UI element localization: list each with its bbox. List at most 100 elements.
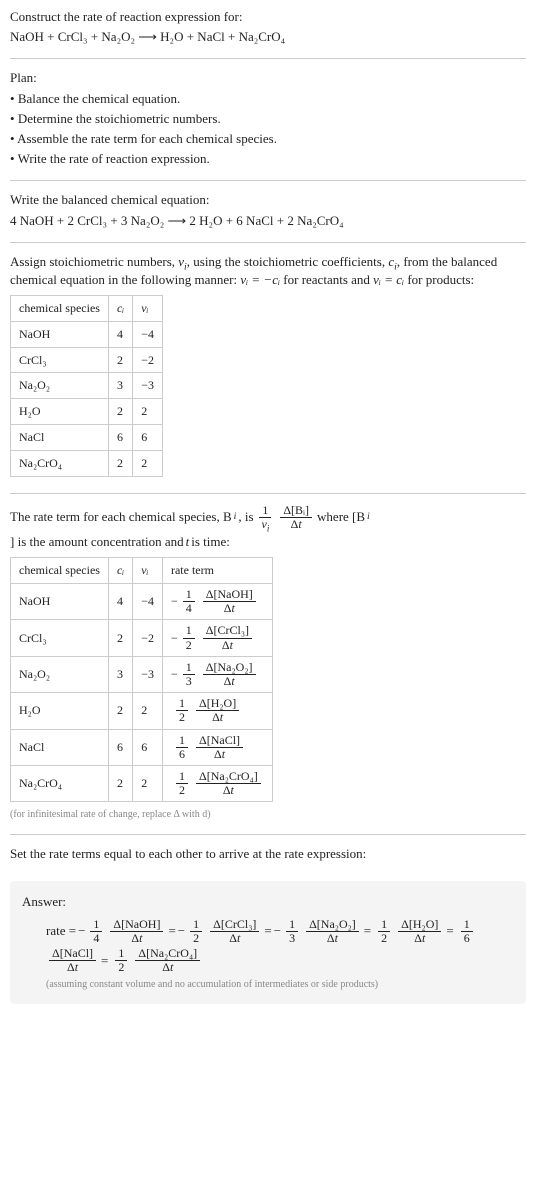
frac-num: 1 <box>190 918 202 932</box>
rate-cell: −14Δ[NaOH]Δt <box>162 584 272 620</box>
frac-den: Δt <box>211 748 228 761</box>
col-header: νᵢ <box>133 558 163 584</box>
plan-heading: Plan: <box>10 69 526 87</box>
frac-den: 2 <box>190 932 202 945</box>
delta-b-over-t: Δ[Bᵢ]Δt <box>280 504 312 531</box>
coef-frac: 12 <box>378 918 390 945</box>
answer-expression: rate = −14Δ[NaOH]Δt = −12Δ[CrCl₃]Δt = −1… <box>46 918 514 975</box>
final-heading: Set the rate terms equal to each other t… <box>10 845 526 863</box>
t-symbol: t <box>170 960 173 974</box>
t-symbol: t <box>298 517 301 531</box>
frac-num: 1 <box>115 947 127 961</box>
t-symbol: t <box>75 960 78 974</box>
species-cell: Na₂O₂ <box>11 373 109 399</box>
plan-item: • Determine the stoichiometric numbers. <box>10 110 526 128</box>
rateterm-text-part: The rate term for each chemical species,… <box>10 508 232 526</box>
nu-cell: −4 <box>133 584 163 620</box>
col-header-text: νᵢ <box>141 563 148 577</box>
delta-frac: Δ[NaOH]Δt <box>110 918 163 945</box>
rate-cell: −12Δ[CrCl₃]Δt <box>162 620 272 656</box>
t-symbol: t <box>230 638 233 652</box>
table-row: Na₂CrO₄22 <box>11 450 163 476</box>
species-cell: Na₂CrO₄ <box>11 765 109 801</box>
delta-frac: Δ[NaOH]Δt <box>203 588 256 615</box>
frac-num: 1 <box>176 734 188 748</box>
equals: = <box>264 918 271 944</box>
stoich-text-part: for products: <box>404 272 474 287</box>
delta-frac: Δ[Na₂CrO₄]Δt <box>135 947 200 974</box>
table-header-row: chemical species cᵢ νᵢ <box>11 296 163 322</box>
delta-frac: Δ[Na₂O₂]Δt <box>203 661 256 688</box>
table-row: NaCl66 <box>11 425 163 451</box>
stoich-text-part: , using the stoichiometric coefficients, <box>187 254 389 269</box>
species-cell: H₂O <box>11 399 109 425</box>
rateterm-table: chemical species cᵢ νᵢ rate term NaOH4−4… <box>10 557 273 802</box>
species-cell: Na₂O₂ <box>11 656 109 692</box>
nu-cell: 2 <box>133 765 163 801</box>
sub-i: i <box>267 523 270 533</box>
frac-den: 3 <box>183 675 195 688</box>
col-header: chemical species <box>11 558 109 584</box>
frac-den: 4 <box>90 932 102 945</box>
equals: = <box>101 948 108 974</box>
coef-frac: 12 <box>176 770 188 797</box>
c-cell: 3 <box>108 656 132 692</box>
answer-note: (assuming constant volume and no accumul… <box>46 978 514 992</box>
frac-den: 2 <box>115 961 127 974</box>
frac-den: 4 <box>183 602 195 615</box>
equals: = <box>446 918 453 944</box>
balanced-equation: 4 NaOH + 2 CrCl₃ + 3 Na₂O₂ ⟶ 2 H₂O + 6 N… <box>10 212 526 230</box>
infinitesimal-note: (for infinitesimal rate of change, repla… <box>10 808 526 822</box>
delta-frac: Δ[Na₂CrO₄]Δt <box>196 770 261 797</box>
t-symbol: t <box>231 601 234 615</box>
divider <box>10 242 526 243</box>
t-symbol: t <box>422 931 425 945</box>
stoich-text-part: Assign stoichiometric numbers, <box>10 254 178 269</box>
frac-den: Δt <box>209 711 226 724</box>
plan-item-text: Write the rate of reaction expression. <box>18 151 210 166</box>
nu-cell: 2 <box>133 693 163 729</box>
species-cell: NaCl <box>11 425 109 451</box>
frac-num: 1 <box>183 588 195 602</box>
coef-frac: 12 <box>115 947 127 974</box>
frac-den: 2 <box>176 784 188 797</box>
table-row: NaOH4−4 <box>11 321 163 347</box>
table-row: H₂O22 <box>11 399 163 425</box>
table-row: Na₂O₂3−3 <box>11 373 163 399</box>
stoich-text-part: for reactants and <box>280 272 373 287</box>
divider <box>10 58 526 59</box>
table-row: NaOH4−4−14Δ[NaOH]Δt <box>11 584 273 620</box>
divider <box>10 834 526 835</box>
delta-frac: Δ[Na₂O₂]Δt <box>306 918 359 945</box>
frac-num: 1 <box>259 504 271 518</box>
col-header: νᵢ <box>133 296 163 322</box>
col-header: cᵢ <box>108 558 132 584</box>
frac-den: Δt <box>159 961 176 974</box>
t-symbol: t <box>220 710 223 724</box>
rate-cell: 12Δ[H₂O]Δt <box>162 693 272 729</box>
delta-frac: Δ[NaCl]Δt <box>196 734 243 761</box>
frac-num: 1 <box>90 918 102 932</box>
plan-item: • Write the rate of reaction expression. <box>10 150 526 168</box>
t-symbol: t <box>335 931 338 945</box>
frac-num: Δ[NaOH] <box>110 918 163 932</box>
equals: = <box>168 918 175 944</box>
intro-reaction: NaOH + CrCl₃ + Na₂O₂ ⟶ H₂O + NaCl + Na₂C… <box>10 28 526 46</box>
nu-cell: −2 <box>133 347 163 373</box>
frac-den: 3 <box>286 932 298 945</box>
c-cell: 3 <box>108 373 132 399</box>
t-symbol: t <box>231 674 234 688</box>
frac-den: Δt <box>221 675 238 688</box>
rate-cell: −13Δ[Na₂O₂]Δt <box>162 656 272 692</box>
c-cell: 2 <box>108 693 132 729</box>
frac-num: Δ[H₂O] <box>398 918 441 932</box>
stoich-table: chemical species cᵢ νᵢ NaOH4−4 CrCl₃2−2 … <box>10 295 163 477</box>
relation-products: νᵢ = cᵢ <box>373 272 404 287</box>
table-row: Na₂O₂3−3−13Δ[Na₂O₂]Δt <box>11 656 273 692</box>
frac-den: Δt <box>288 518 305 531</box>
rate-label: rate = <box>46 918 76 944</box>
nu-cell: −3 <box>133 656 163 692</box>
c-cell: 6 <box>108 425 132 451</box>
col-header-text: νᵢ <box>141 301 148 315</box>
frac-num: Δ[Na₂O₂] <box>306 918 359 932</box>
